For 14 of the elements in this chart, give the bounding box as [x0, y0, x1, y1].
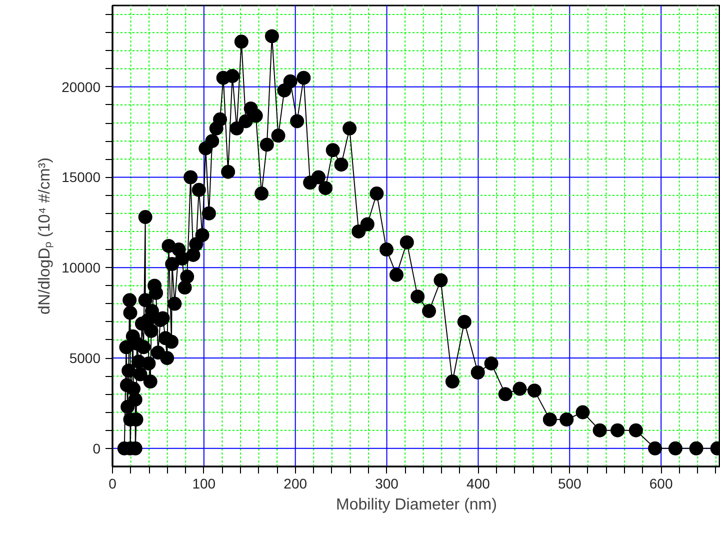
y-tick-label: 20000: [62, 78, 101, 95]
x-axis-title: Mobility Diameter (nm): [336, 496, 497, 514]
x-tick-label: 600: [649, 476, 673, 492]
y-tick-label: 0: [92, 440, 101, 456]
y-tick-label: 5000: [69, 350, 101, 366]
x-tick-label: 300: [375, 476, 399, 492]
x-tick-label: 500: [558, 476, 582, 492]
x-tick-label: 0: [108, 476, 117, 492]
x-tick-label: 100: [192, 476, 216, 492]
x-tick-label: 400: [466, 476, 490, 492]
y-tick-label: 10000: [62, 260, 101, 276]
y-tick-label: 15000: [62, 169, 101, 186]
x-tick-label: 200: [284, 476, 308, 492]
y-axis-title: dN/dlogDₚ (10⁴ #/cm³): [36, 158, 54, 314]
